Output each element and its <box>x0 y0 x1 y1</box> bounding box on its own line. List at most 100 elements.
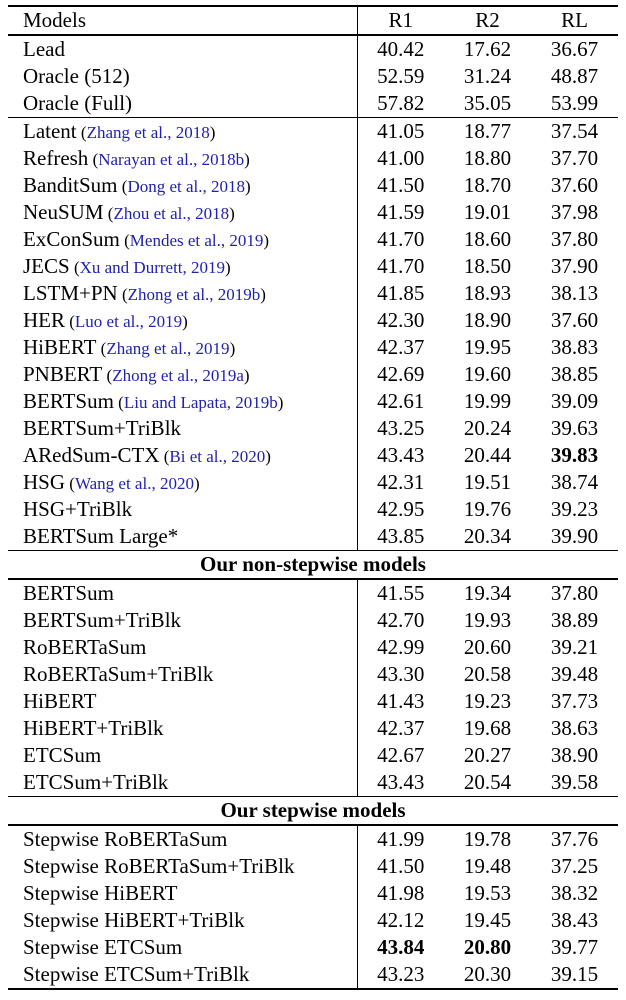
r1-value: 41.98 <box>356 880 444 907</box>
model-name: ETCSum+TriBlk <box>23 770 169 794</box>
r2-value: 17.62 <box>463 37 512 61</box>
r1-value: 43.25 <box>356 415 444 442</box>
model-cell: BERTSum+TriBlk <box>8 415 357 442</box>
rl-value: 37.76 <box>550 827 599 851</box>
citation-link[interactable]: Mendes et al., 2019 <box>129 231 264 250</box>
r2-value: 18.77 <box>444 117 531 145</box>
model-name: ARedSum-CTX <box>23 443 160 467</box>
citation: (Zhang et al., 2018) <box>76 123 216 142</box>
model-cell: RoBERTaSum+TriBlk <box>8 661 357 688</box>
model-name: HSG+TriBlk <box>23 497 133 521</box>
table-row: BERTSum (Liu and Lapata, 2019b) 42.61 19.9… <box>8 388 618 415</box>
citation-link[interactable]: Zhang et al., 2019 <box>106 339 230 358</box>
model-cell: PNBERT (Zhong et al., 2019a) <box>8 361 357 388</box>
citation-link[interactable]: Xu and Durrett, 2019 <box>79 258 226 277</box>
r1-value: 40.42 <box>356 35 444 63</box>
r2-value: 19.34 <box>463 581 512 605</box>
r2-value: 19.93 <box>463 608 512 632</box>
model-cell: NeuSUM (Zhou et al., 2018) <box>8 199 357 226</box>
citation-link[interactable]: Narayan et al., 2018b <box>98 150 245 169</box>
r2-value: 19.68 <box>463 716 512 740</box>
model-name: HSG <box>23 470 66 494</box>
r2-value: 18.93 <box>463 281 512 305</box>
r1-value: 41.43 <box>356 688 444 715</box>
model-name: Stepwise ETCSum <box>23 935 183 959</box>
rl-value: 37.25 <box>550 854 599 878</box>
model-name: Stepwise RoBERTaSum <box>23 827 228 851</box>
r2-value: 20.34 <box>463 524 512 548</box>
model-name: NeuSUM <box>23 200 104 224</box>
r2-value: 19.48 <box>463 854 512 878</box>
rl-value: 37.70 <box>550 146 599 170</box>
rl-value: 37.60 <box>550 173 599 197</box>
model-name: BanditSum <box>23 173 118 197</box>
model-name: Oracle (512) <box>23 64 130 88</box>
r1-value: 42.67 <box>356 742 444 769</box>
citation-link[interactable]: Liu and Lapata, 2019b <box>123 393 278 412</box>
r1-value: 41.55 <box>356 579 444 607</box>
rl-value: 39.15 <box>550 962 599 986</box>
table-row: ARedSum-CTX (Bi et al., 2020) 43.43 20.44 3… <box>8 442 618 469</box>
citation-link[interactable]: Luo et al., 2019 <box>74 312 183 331</box>
citation: (Zhang et al., 2019) <box>96 339 236 358</box>
table-row: Stepwise ETCSum 43.84 20.80 39.77 <box>8 934 618 961</box>
model-cell: BERTSum (Liu and Lapata, 2019b) <box>8 388 357 415</box>
model-cell: Stepwise RoBERTaSum+TriBlk <box>8 853 357 880</box>
citation-link[interactable]: Zhong et al., 2019a <box>112 366 244 385</box>
section-row: Our non-stepwise models <box>8 550 618 580</box>
citation-link[interactable]: Zhong et al., 2019b <box>127 285 261 304</box>
header-row: Models R1 R2 RL <box>8 6 618 35</box>
model-cell: HER (Luo et al., 2019) <box>8 307 357 334</box>
rl-value: 39.23 <box>550 497 599 521</box>
column-header-models: Models <box>23 8 86 32</box>
model-name: JECS <box>23 254 70 278</box>
rl-value: 37.73 <box>550 689 599 713</box>
model-name: ETCSum <box>23 743 102 767</box>
rl-value: 48.87 <box>550 64 599 88</box>
model-name: HiBERT <box>23 689 97 713</box>
rl-value: 39.63 <box>550 416 599 440</box>
table-row: BanditSum (Dong et al., 2018) 41.50 18.70 3… <box>8 172 618 199</box>
model-cell: RoBERTaSum <box>8 634 357 661</box>
model-cell: ETCSum <box>8 742 357 769</box>
r2-value: 19.53 <box>463 881 512 905</box>
model-cell: Latent (Zhang et al., 2018) <box>8 117 357 145</box>
r1-value: 42.12 <box>356 907 444 934</box>
r2-value: 19.01 <box>463 200 512 224</box>
model-cell: Refresh (Narayan et al., 2018b) <box>8 145 357 172</box>
model-name: Stepwise ETCSum+TriBlk <box>23 962 250 986</box>
model-name: Lead <box>23 37 65 61</box>
citation-link[interactable]: Dong et al., 2018 <box>127 177 246 196</box>
citation: (Luo et al., 2019) <box>65 312 188 331</box>
r1-value: 41.85 <box>356 280 444 307</box>
model-name: PNBERT <box>23 362 103 386</box>
r2-value: 31.24 <box>463 64 512 88</box>
rl-value: 39.58 <box>550 770 599 794</box>
r1-value: 42.70 <box>356 607 444 634</box>
r2-value: 19.60 <box>463 362 512 386</box>
citation-link[interactable]: Zhou et al., 2018 <box>113 204 230 223</box>
r2-value: 19.51 <box>463 470 512 494</box>
citation-link[interactable]: Bi et al., 2020 <box>169 447 266 466</box>
model-name: BERTSum Large* <box>23 524 179 548</box>
citation: (Xu and Durrett, 2019) <box>69 258 231 277</box>
table-row: Stepwise RoBERTaSum+TriBlk 41.50 19.48 37.2… <box>8 853 618 880</box>
r2-value: 19.99 <box>463 389 512 413</box>
table-row: JECS (Xu and Durrett, 2019) 41.70 18.50 37.… <box>8 253 618 280</box>
citation: (Zhou et al., 2018) <box>103 204 235 223</box>
model-cell: Oracle (512) <box>8 63 357 90</box>
table-row: Stepwise HiBERT 41.98 19.53 38.32 <box>8 880 618 907</box>
citation-link[interactable]: Wang et al., 2020 <box>74 474 194 493</box>
r1-value: 42.37 <box>356 715 444 742</box>
r2-value: 19.95 <box>463 335 512 359</box>
rl-value: 38.13 <box>550 281 599 305</box>
rl-value: 38.32 <box>550 881 599 905</box>
r2-value: 19.23 <box>463 689 512 713</box>
model-name: Stepwise HiBERT+TriBlk <box>23 908 245 932</box>
model-cell: Stepwise RoBERTaSum <box>8 825 357 853</box>
r2-value: 35.05 <box>463 91 512 115</box>
rl-value: 37.54 <box>531 117 618 145</box>
citation-link[interactable]: Zhang et al., 2018 <box>86 123 210 142</box>
r1-value: 43.84 <box>356 934 444 961</box>
r1-value: 41.50 <box>356 853 444 880</box>
